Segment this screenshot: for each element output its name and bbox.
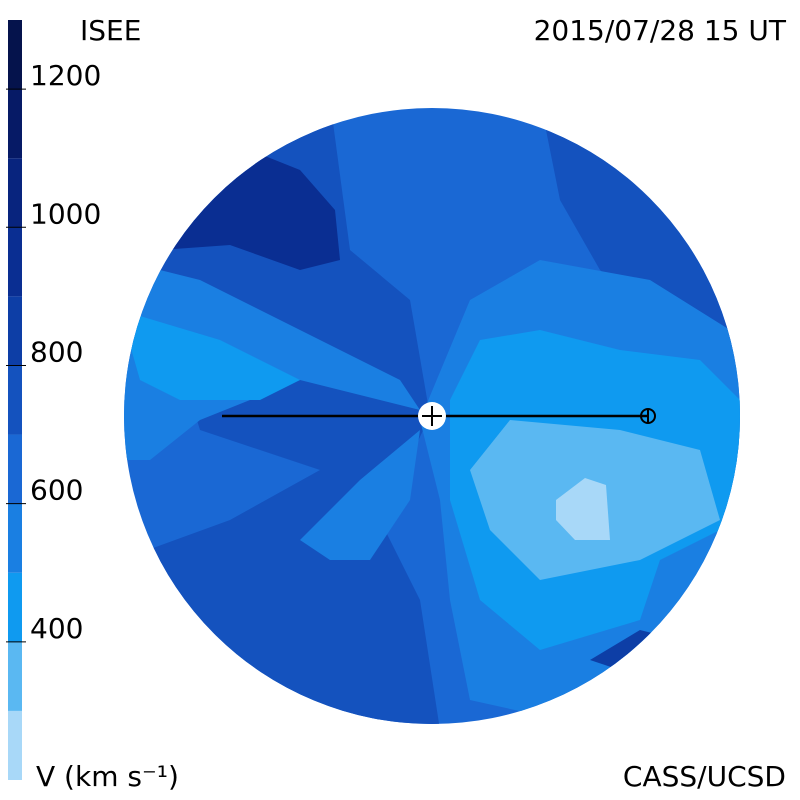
region [160,150,340,270]
colorbar-band [8,89,22,159]
region [124,260,420,460]
colorbar-band [8,296,22,366]
colorbar-band [8,434,22,504]
region [556,478,610,540]
colorbar-band [8,710,22,780]
colorbar-band [8,641,22,711]
timestamp: 2015/07/28 15 UT [534,14,787,47]
colorbar-band [8,365,22,435]
region [300,430,420,560]
region [124,310,300,400]
colorbar-band [8,158,22,228]
colorbar-band [8,20,22,90]
colorbar-band [8,227,22,297]
title: ISEE [80,14,141,47]
colorbar-tick-label: 600 [30,474,83,507]
colorbar: 400 600 800 1000 1200 [6,20,101,780]
colorbar-tick-label: 800 [30,335,83,368]
credit: CASS/UCSD [623,760,786,793]
colorbar-band [8,503,22,573]
colorbar-tick-label: 400 [30,612,83,645]
colorbar-band [8,572,22,642]
colorbar-label: V (km s⁻¹) [36,760,179,793]
colorbar-tick-label: 1200 [30,59,101,92]
colorbar-tick-label: 1000 [30,197,101,230]
